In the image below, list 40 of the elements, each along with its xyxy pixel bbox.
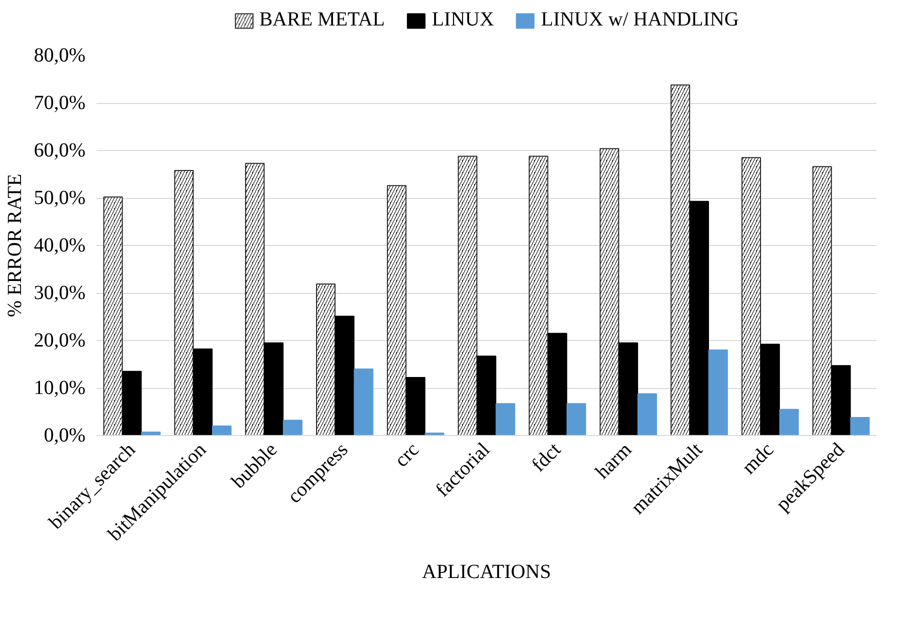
y-tick-label: 80,0% xyxy=(34,44,86,66)
bar xyxy=(354,368,374,436)
y-tick-label: 30,0% xyxy=(34,282,86,304)
bar xyxy=(334,316,354,436)
bar xyxy=(708,350,728,436)
y-tick-label: 0,0% xyxy=(44,424,86,446)
y-tick-label: 70,0% xyxy=(34,92,86,114)
bar xyxy=(689,200,709,436)
bar xyxy=(212,426,232,436)
bar xyxy=(424,432,444,436)
bar xyxy=(496,403,516,436)
bar xyxy=(831,365,851,436)
y-tick-label: 50,0% xyxy=(34,187,86,209)
bar xyxy=(264,342,284,436)
bar xyxy=(637,393,657,436)
bar xyxy=(618,342,638,436)
x-axis-title: APLICATIONS xyxy=(422,561,551,584)
bar xyxy=(760,344,780,436)
y-tick-label: 20,0% xyxy=(34,330,86,352)
y-axis-title: % ERROR RATE xyxy=(4,174,26,318)
y-tick-label: 40,0% xyxy=(34,234,86,256)
x-tick-label: crc xyxy=(390,438,424,472)
legend-label: BARE METAL xyxy=(259,8,385,32)
bar xyxy=(122,370,142,436)
legend-label: LINUX w/ HANDLING xyxy=(541,8,739,32)
bar xyxy=(566,403,586,436)
bar xyxy=(548,332,568,436)
y-tick-label: 10,0% xyxy=(34,377,86,399)
x-tick-label: harm xyxy=(591,438,636,484)
bar xyxy=(850,416,870,436)
bar xyxy=(476,356,496,436)
x-tick-label: mdc xyxy=(738,438,778,479)
bar xyxy=(406,377,426,436)
legend-label: LINUX xyxy=(432,8,494,32)
bar xyxy=(193,348,213,436)
x-tick-label: fdct xyxy=(528,438,566,476)
bar xyxy=(141,432,161,436)
bar xyxy=(282,420,302,436)
y-tick-label: 60,0% xyxy=(34,140,86,162)
bar xyxy=(779,408,799,436)
